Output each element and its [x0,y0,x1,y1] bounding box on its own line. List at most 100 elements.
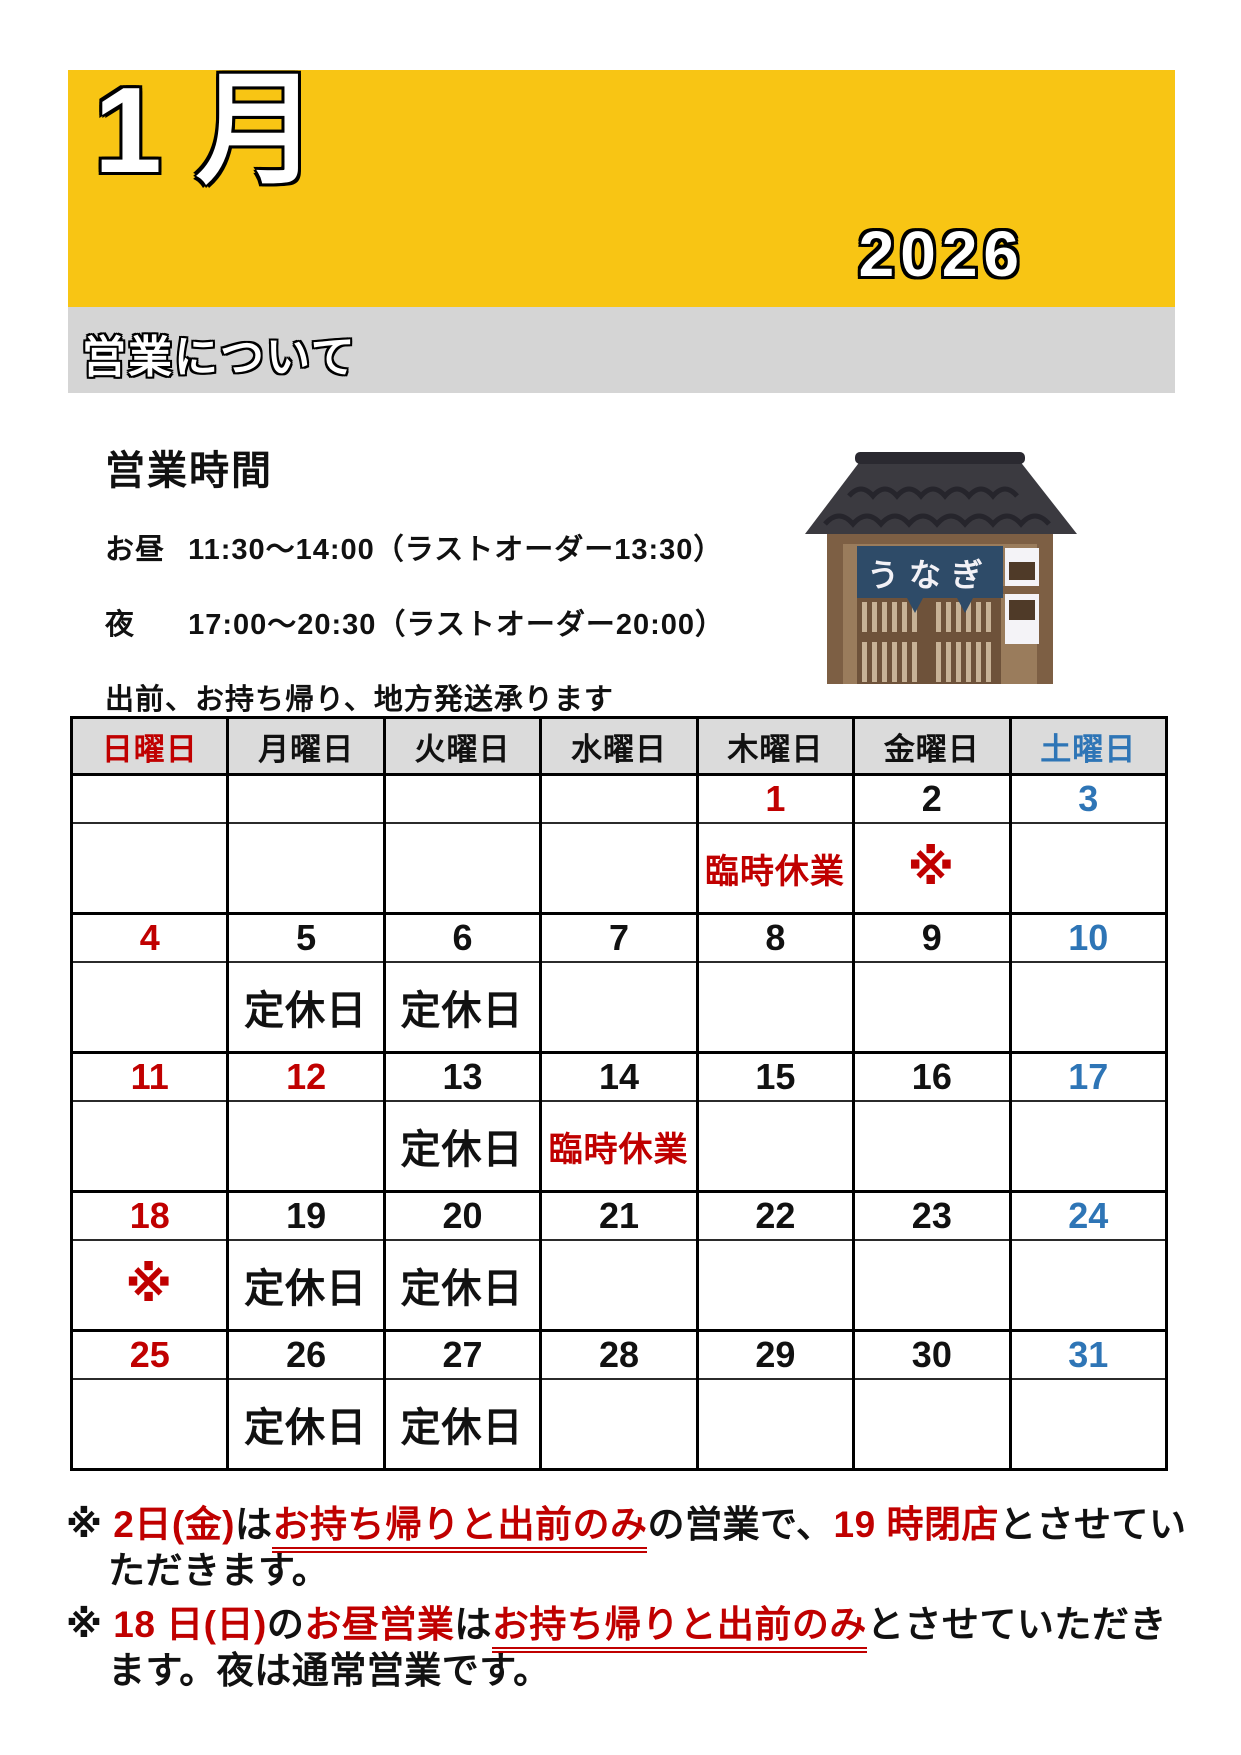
calendar-table: 日曜日 月曜日 火曜日 水曜日 木曜日 金曜日 土曜日 1 2 3 臨時休業 ※ 4 5 6 7 8 9 10 定休… [69,716,1169,1471]
date-cell: 15 [695,1051,856,1102]
week-date-row: 25 26 27 28 29 30 31 [69,1329,1169,1380]
date-cell: 6 [382,912,543,963]
note-cell [695,1379,856,1471]
date-cell: 4 [69,912,230,963]
date-cell: 14 [539,1051,699,1102]
date-cell: 7 [539,912,699,963]
day-header: 水曜日 [539,716,699,776]
day-header: 日曜日 [69,716,230,776]
note-segment: の [266,1603,305,1645]
noren-sign-text: うなぎ [867,557,993,593]
note-cell [539,962,699,1054]
note-cell [226,1101,386,1193]
day-header: 金曜日 [852,716,1012,776]
note-cell [539,1379,699,1471]
unagi-shop-illustration: うなぎ [805,452,1077,684]
note-segment: とさせていただきます。 [108,1504,1187,1591]
footer-notes: ※ 2日(金)はお持ち帰りと出前のみの営業で、19 時閉店とさせていただきます。… [66,1502,1188,1702]
shop-beam [827,534,1053,544]
note-cell: ※ [852,823,1012,915]
date-cell: 26 [226,1329,386,1380]
footer-note: ※ 2日(金)はお持ち帰りと出前のみの営業で、19 時閉店とさせていただきます。 [66,1502,1188,1594]
week-date-row: 11 12 13 14 15 16 17 [69,1051,1169,1102]
date-cell: 13 [382,1051,543,1102]
date-cell: 18 [69,1190,230,1241]
note-segment: 2日(金) [113,1504,235,1545]
note-cell [69,1101,230,1193]
note-cell [226,823,386,915]
dinner-time: 17:00～20:30（ラストオーダー20:00） [188,609,725,641]
note-segment: ※ [66,1603,114,1645]
hours-title: 営業時間 [105,449,273,493]
date-cell [539,773,699,824]
date-cell: 11 [69,1051,230,1102]
note-cell: 定休日 [226,1379,386,1471]
date-cell: 25 [69,1329,230,1380]
note-cell [852,1101,1012,1193]
shop-right-pillar [1037,534,1053,684]
date-cell [382,773,543,824]
date-cell [226,773,386,824]
year-label: 2026 [858,218,1025,290]
note-cell: 定休日 [226,1240,386,1332]
date-cell: 28 [539,1329,699,1380]
note-cell [1008,1379,1169,1471]
note-cell: ※ [69,1240,230,1332]
delivery-line: 出前、お持ち帰り、地方発送承ります [105,684,614,716]
date-cell: 10 [1008,912,1169,963]
shop-window-item [1009,562,1035,580]
note-segment: ※ [66,1504,114,1545]
day-header: 木曜日 [695,716,856,776]
note-segment: は [234,1504,273,1545]
note-cell: 定休日 [382,962,543,1054]
dinner-hours-line: 夜 17:00～20:30（ラストオーダー20:00） [105,601,745,643]
date-cell: 19 [226,1190,386,1241]
note-cell [852,1379,1012,1471]
date-cell [69,773,230,824]
date-cell: 1 [695,773,856,824]
shop-roof-ridge [855,452,1025,464]
date-cell: 16 [852,1051,1012,1102]
week-note-row: 臨時休業 ※ [69,823,1169,915]
week-note-row: 定休日 定休日 [69,962,1169,1054]
date-cell: 27 [382,1329,543,1380]
note-segment: は [454,1603,492,1645]
note-cell [539,1240,699,1332]
date-cell: 31 [1008,1329,1169,1380]
week-note-row: 定休日 臨時休業 [69,1101,1169,1193]
date-cell: 29 [695,1329,856,1380]
section-label: 営業について [82,333,357,382]
note-cell [695,962,856,1054]
date-cell: 5 [226,912,386,963]
note-cell: 臨時休業 [539,1101,699,1193]
shop-door-divider [923,598,931,684]
note-segment: お昼営業 [304,1603,455,1645]
note-cell: 定休日 [226,962,386,1054]
lunch-label: お昼 [105,534,166,566]
date-cell: 24 [1008,1190,1169,1241]
note-segment: お持ち帰りと出前のみ [491,1603,867,1653]
date-cell: 8 [695,912,856,963]
week-date-row: 18 19 20 21 22 23 24 [69,1190,1169,1241]
date-cell: 21 [539,1190,699,1241]
note-cell: 定休日 [382,1379,543,1471]
note-segment: 19 時閉店 [833,1504,999,1545]
week-note-row: 定休日 定休日 [69,1379,1169,1471]
footer-note: ※ 18 日(日)のお昼営業はお持ち帰りと出前のみとさせていただきます。夜は通常… [66,1602,1188,1694]
month-title: 1月 [94,62,352,198]
day-header: 月曜日 [226,716,386,776]
calendar-body: 1 2 3 臨時休業 ※ 4 5 6 7 8 9 10 定休日 定休日 11 12 13 14 15 16 17 定休日臨… [69,773,1169,1471]
lunch-hours-line: お昼 11:30～14:00（ラストオーダー13:30） [105,526,745,568]
note-cell: 臨時休業 [695,823,856,915]
shop-left-pillar [827,534,843,684]
date-cell: 20 [382,1190,543,1241]
note-cell [69,962,230,1054]
note-segment: とさせていただきます。夜は通常営業です。 [108,1603,1167,1691]
lunch-time: 11:30～14:00（ラストオーダー13:30） [188,534,724,566]
month-banner: 1月 2026 [68,66,1175,307]
week-note-row: ※ 定休日 定休日 [69,1240,1169,1332]
day-header: 土曜日 [1008,716,1169,776]
note-cell: 定休日 [382,1240,543,1332]
dinner-label: 夜 [105,609,136,641]
shop-window-shelf [1003,586,1041,594]
